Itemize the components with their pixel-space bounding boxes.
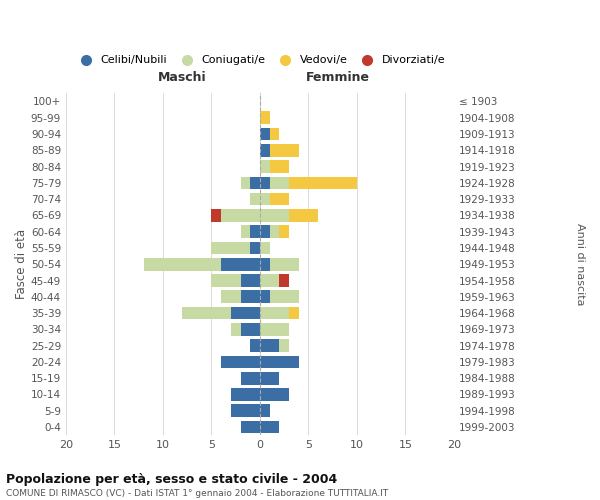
Bar xyxy=(241,372,260,384)
Bar xyxy=(260,323,289,336)
Bar xyxy=(211,242,250,254)
Bar xyxy=(241,176,250,189)
Bar xyxy=(269,128,280,140)
Bar xyxy=(260,128,269,140)
Bar xyxy=(241,226,250,238)
Bar xyxy=(269,193,289,205)
Bar xyxy=(289,306,299,320)
Bar xyxy=(260,290,269,303)
Bar xyxy=(269,258,299,270)
Bar xyxy=(280,340,289,352)
Bar xyxy=(250,176,260,189)
Bar xyxy=(221,258,260,270)
Text: Maschi: Maschi xyxy=(158,72,206,85)
Bar xyxy=(260,340,280,352)
Bar xyxy=(269,176,289,189)
Bar xyxy=(269,290,299,303)
Bar xyxy=(289,209,318,222)
Bar xyxy=(250,340,260,352)
Bar xyxy=(260,388,289,401)
Bar xyxy=(231,404,260,417)
Bar xyxy=(260,356,299,368)
Y-axis label: Anni di nascita: Anni di nascita xyxy=(575,223,585,306)
Bar xyxy=(260,258,269,270)
Bar xyxy=(260,160,269,173)
Bar xyxy=(260,209,289,222)
Bar xyxy=(250,242,260,254)
Bar xyxy=(241,420,260,434)
Bar xyxy=(269,226,280,238)
Bar xyxy=(260,306,289,320)
Bar xyxy=(260,420,280,434)
Bar xyxy=(269,160,289,173)
Bar xyxy=(221,209,260,222)
Bar xyxy=(280,274,289,287)
Bar xyxy=(260,193,269,205)
Bar xyxy=(260,372,280,384)
Bar xyxy=(221,290,241,303)
Bar xyxy=(211,274,241,287)
Bar xyxy=(231,388,260,401)
Bar xyxy=(260,274,280,287)
Bar xyxy=(269,144,299,156)
Bar xyxy=(260,404,269,417)
Y-axis label: Fasce di età: Fasce di età xyxy=(15,229,28,300)
Bar xyxy=(143,258,221,270)
Bar xyxy=(250,193,260,205)
Bar xyxy=(280,226,289,238)
Bar xyxy=(260,144,269,156)
Bar xyxy=(182,306,231,320)
Bar xyxy=(260,176,269,189)
Bar xyxy=(260,242,269,254)
Bar xyxy=(289,176,357,189)
Text: Popolazione per età, sesso e stato civile - 2004: Popolazione per età, sesso e stato civil… xyxy=(6,472,337,486)
Text: COMUNE DI RIMASCO (VC) - Dati ISTAT 1° gennaio 2004 - Elaborazione TUTTITALIA.IT: COMUNE DI RIMASCO (VC) - Dati ISTAT 1° g… xyxy=(6,489,388,498)
Bar xyxy=(241,290,260,303)
Bar xyxy=(260,112,269,124)
Legend: Celibi/Nubili, Coniugati/e, Vedovi/e, Divorziati/e: Celibi/Nubili, Coniugati/e, Vedovi/e, Di… xyxy=(70,51,450,70)
Bar xyxy=(231,306,260,320)
Text: Femmine: Femmine xyxy=(305,72,370,85)
Bar xyxy=(260,226,269,238)
Bar xyxy=(221,356,260,368)
Bar xyxy=(241,274,260,287)
Bar xyxy=(250,226,260,238)
Bar xyxy=(241,323,260,336)
Bar xyxy=(231,323,241,336)
Bar xyxy=(211,209,221,222)
